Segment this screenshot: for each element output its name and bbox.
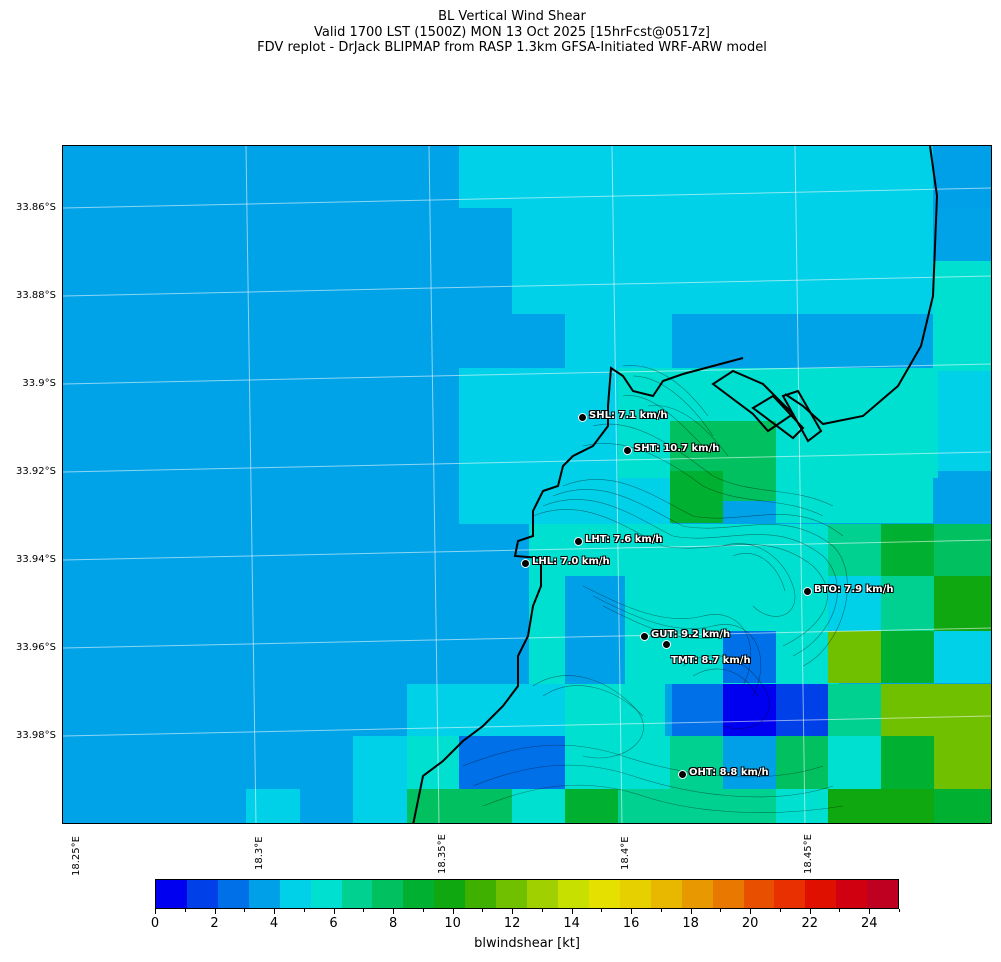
colorbar-tick-label: 4 bbox=[269, 916, 279, 931]
station-marker bbox=[521, 559, 530, 568]
colorbar-tick bbox=[422, 909, 424, 912]
colorbar-segment bbox=[588, 880, 620, 908]
station-label: SHL: 7.1 km/h bbox=[589, 410, 668, 421]
colorbar-segment bbox=[650, 880, 682, 908]
lon-label: 18.35°E bbox=[437, 834, 448, 874]
station-marker bbox=[574, 537, 583, 546]
station-marker bbox=[623, 446, 632, 455]
colorbar-segment bbox=[496, 880, 528, 908]
colorbar-tick bbox=[244, 909, 246, 912]
colorbar-tick-label: 2 bbox=[210, 916, 219, 931]
colorbar-tick bbox=[155, 909, 156, 914]
station-label: LHL: 7.0 km/h bbox=[532, 556, 610, 567]
station-label: BTO: 7.9 km/h bbox=[814, 584, 894, 595]
colorbar-label: blwindshear [kt] bbox=[474, 936, 580, 951]
lat-label: 33.98°S bbox=[16, 730, 56, 741]
colorbar-tick bbox=[184, 909, 186, 912]
colorbar-tick-label: 10 bbox=[444, 916, 461, 931]
colorbar-tick bbox=[660, 909, 662, 912]
colorbar-segment bbox=[805, 880, 837, 908]
map-panel[interactable]: SHL: 7.1 km/h SHT: 10.7 km/h LHT: 7.6 km… bbox=[62, 145, 992, 824]
colorbar-tick-label: 18 bbox=[682, 916, 699, 931]
lat-label: 33.86°S bbox=[16, 202, 56, 213]
colorbar-tick bbox=[541, 909, 543, 912]
colorbar-tick bbox=[720, 909, 722, 912]
lon-label: 18.4°E bbox=[620, 836, 631, 870]
lat-label: 33.88°S bbox=[16, 290, 56, 301]
chart-title: BL Vertical Wind Shear Valid 1700 LST (1… bbox=[0, 9, 1001, 56]
colorbar-segment bbox=[465, 880, 497, 908]
colorbar-tick-label: 6 bbox=[329, 916, 338, 931]
station-marker bbox=[678, 770, 687, 779]
colorbar-tick-label: 14 bbox=[563, 916, 580, 931]
colorbar-tick-label: 20 bbox=[741, 916, 759, 931]
colorbar-tick bbox=[393, 909, 395, 914]
colorbar-tick-label: 24 bbox=[860, 916, 878, 931]
station-label: LHT: 7.6 km/h bbox=[585, 534, 663, 545]
colorbar-segment bbox=[681, 880, 713, 908]
colorbar-tick-label: 8 bbox=[388, 916, 398, 931]
colorbar-segment bbox=[372, 880, 404, 908]
colorbar-tick bbox=[214, 909, 216, 914]
colorbar-tick bbox=[512, 909, 514, 914]
colorbar-tick bbox=[779, 909, 781, 912]
colorbar-tick bbox=[482, 909, 484, 912]
colorbar-segment bbox=[712, 880, 744, 908]
station-marker bbox=[662, 640, 671, 649]
lon-label: 18.45°E bbox=[803, 834, 814, 874]
colorbar-segment bbox=[156, 880, 187, 908]
colorbar-tick bbox=[303, 909, 305, 912]
title-line-3: FDV replot - DrJack BLIPMAP from RASP 1.… bbox=[257, 40, 767, 55]
colorbar-segment bbox=[279, 880, 311, 908]
station-marker bbox=[578, 413, 587, 422]
colorbar-segment bbox=[248, 880, 280, 908]
colorbar-tick bbox=[750, 909, 752, 914]
colorbar-segment bbox=[557, 880, 589, 908]
station-label: GUT: 9.2 km/h bbox=[651, 629, 731, 640]
colorbar-segment bbox=[434, 880, 466, 908]
colorbar-segment bbox=[743, 880, 775, 908]
station-marker bbox=[640, 632, 649, 641]
colorbar-tick bbox=[899, 909, 900, 912]
colorbar-segment bbox=[619, 880, 651, 908]
colorbar-segment bbox=[341, 880, 373, 908]
lon-label: 18.25°E bbox=[71, 836, 82, 876]
colorbar-segment bbox=[527, 880, 558, 908]
station-label: TMT: 8.7 km/h bbox=[671, 655, 751, 666]
lat-label: 33.9°S bbox=[22, 378, 56, 389]
colorbar-tick-label: 0 bbox=[150, 916, 160, 931]
colorbar-tick bbox=[869, 909, 871, 914]
colorbar-tick bbox=[690, 909, 692, 914]
colorbar-segment bbox=[310, 880, 342, 908]
colorbar-tick bbox=[452, 909, 454, 914]
colorbar-segment bbox=[186, 880, 218, 908]
station-marker bbox=[803, 587, 812, 596]
lat-label: 33.94°S bbox=[16, 554, 56, 565]
colorbar-segment bbox=[403, 880, 435, 908]
colorbar-tick-label: 12 bbox=[503, 916, 521, 931]
colorbar-tick-label: 16 bbox=[622, 916, 640, 931]
colorbar-tick bbox=[809, 909, 811, 914]
title-line-1: BL Vertical Wind Shear bbox=[438, 9, 586, 24]
title-line-2: Valid 1700 LST (1500Z) MON 13 Oct 2025 [… bbox=[314, 24, 710, 40]
colorbar-segment bbox=[867, 880, 899, 908]
colorbar-segment bbox=[836, 880, 868, 908]
terrain-overlay bbox=[63, 146, 991, 823]
colorbar-tick bbox=[601, 909, 603, 912]
lat-label: 33.96°S bbox=[16, 642, 56, 653]
colorbar-tick bbox=[571, 909, 573, 914]
colorbar-tick-label: 22 bbox=[801, 916, 818, 931]
colorbar bbox=[155, 879, 899, 909]
colorbar-tick bbox=[839, 909, 841, 912]
colorbar-segment bbox=[217, 880, 249, 908]
colorbar-tick bbox=[274, 909, 276, 914]
colorbar-tick bbox=[363, 909, 365, 912]
station-label: SHT: 10.7 km/h bbox=[634, 443, 720, 454]
colorbar-segment bbox=[774, 880, 806, 908]
station-label: OHT: 8.8 km/h bbox=[689, 767, 769, 778]
lat-label: 33.92°S bbox=[16, 466, 56, 477]
colorbar-tick bbox=[631, 909, 633, 914]
colorbar-tick bbox=[333, 909, 335, 914]
lon-label: 18.3°E bbox=[254, 836, 265, 870]
